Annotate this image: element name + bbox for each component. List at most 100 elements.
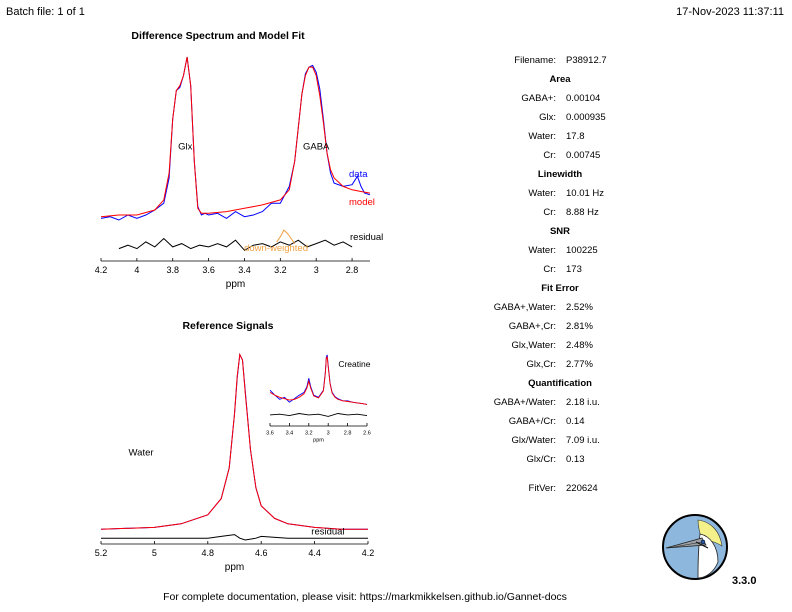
info-row-label: Filename: xyxy=(514,55,556,66)
info-row-value: 0.000935 xyxy=(566,112,606,123)
difference-spectrum-title: Difference Spectrum and Model Fit xyxy=(131,30,305,42)
info-row-label: GABA+/Cr: xyxy=(508,416,556,427)
info-row: Water: 100225 xyxy=(440,245,680,259)
creatine-x-tick-label: 3 xyxy=(327,431,330,437)
footer-docs-link-text: For complete documentation, please visit… xyxy=(163,591,567,603)
creatine-x-axis-label: ppm xyxy=(313,438,324,444)
info-row-value: 10.01 Hz xyxy=(566,188,605,199)
info-row-label: FitVer: xyxy=(528,483,556,494)
creatine-annotation: Creatine xyxy=(338,359,370,369)
diff-x-tick-label: 3.2 xyxy=(274,265,287,275)
creatine-plot: 3.6 3.4 3.2 3 2.8 2.6 ppm Creatine xyxy=(266,354,371,444)
info-row-label: GABA+: xyxy=(521,93,556,104)
info-row: Water: 17.8 xyxy=(440,131,680,145)
diff-x-tick-label: 2.8 xyxy=(346,265,359,275)
reference-signals-title: Reference Signals xyxy=(182,320,274,332)
info-row-value: 2.48% xyxy=(566,340,593,351)
diff-label-down-weighted: down-weighted xyxy=(244,243,308,254)
batch-label: Batch file: 1 of 1 xyxy=(6,6,85,18)
info-row-label: GABA+/Water: xyxy=(493,397,556,408)
diff-label-data: data xyxy=(349,169,368,180)
diff-x-tick-label: 3 xyxy=(314,265,319,275)
info-row: Cr: 0.00745 xyxy=(440,150,680,164)
water-plot: 5.2 5 4.8 4.6 4.4 4.2 ppm Water residual xyxy=(95,352,374,573)
info-row-value: P38912.7 xyxy=(566,55,607,66)
info-row: Glx/Water: 7.09 i.u. xyxy=(440,435,680,449)
info-row-value: 2.77% xyxy=(566,359,593,370)
creatine-x-tick-label: 2.6 xyxy=(363,431,371,437)
info-section-heading: SNR xyxy=(549,226,571,237)
diff-series-residual-line xyxy=(118,237,353,251)
water-series-model-line xyxy=(100,352,368,530)
info-row: GABA+: 0.00104 xyxy=(440,93,680,107)
info-row-value: 17.8 xyxy=(566,131,585,142)
info-row-label: Cr: xyxy=(543,150,556,161)
diff-x-tick-label: 3.4 xyxy=(238,265,251,275)
info-row-value: 0.14 xyxy=(566,416,585,427)
diff-plot: 4.2 4 3.8 3.6 3.4 3.2 3 2.8 ppm data model residual… xyxy=(95,56,383,290)
info-row: FitVer: 220624 xyxy=(440,483,680,497)
info-row-label: Glx,Cr: xyxy=(526,359,556,370)
diff-x-tick-label: 3.6 xyxy=(202,265,215,275)
info-row: GABA+,Cr: 2.81% xyxy=(440,321,680,335)
info-row-value: 7.09 i.u. xyxy=(566,435,600,446)
info-row-label: Glx/Water: xyxy=(511,435,556,446)
diff-annotation: GABA xyxy=(303,141,330,152)
info-row-label: GABA+,Water: xyxy=(493,302,556,313)
info-row: Water: 10.01 Hz xyxy=(440,188,680,202)
info-row: Cr: 173 xyxy=(440,264,680,278)
info-row-value: 0.00104 xyxy=(566,93,601,104)
diff-series-data-line xyxy=(100,56,371,221)
creatine-inset: 3.6 3.4 3.2 3 2.8 2.6 ppm Creatine xyxy=(266,354,371,444)
info-row-label: Water: xyxy=(528,245,556,256)
water-x-axis-label: ppm xyxy=(225,562,244,573)
info-row: Glx,Water: 2.48% xyxy=(440,340,680,354)
info-row: Glx: 0.000935 xyxy=(440,112,680,126)
info-row: Filename: P38912.7 xyxy=(440,55,680,69)
creatine-x-tick-label: 3.6 xyxy=(266,431,274,437)
info-section-heading: Quantification xyxy=(528,378,592,389)
creatine-x-tick-label: 2.8 xyxy=(344,431,352,437)
water-x-tick-label: 4.4 xyxy=(308,548,321,558)
version-label: 3.3.0 xyxy=(732,575,757,587)
info-section-heading: Linewidth xyxy=(537,169,583,180)
gannet-bird-icon xyxy=(662,514,728,580)
info-row-value: 100225 xyxy=(566,245,598,256)
diff-series-down-weighted-line xyxy=(276,229,296,244)
info-row-label: Glx/Cr: xyxy=(526,454,556,465)
water-series-residual-line xyxy=(101,534,368,541)
diff-series-model-line xyxy=(100,56,371,218)
diff-annotation: Glx xyxy=(178,141,193,152)
info-row-value: 2.18 i.u. xyxy=(566,397,600,408)
diff-x-tick-label: 3.8 xyxy=(166,265,179,275)
water-x-tick-label: 5.2 xyxy=(95,548,108,558)
creatine-series-model-line xyxy=(269,356,368,405)
info-row-label: GABA+,Cr: xyxy=(508,321,556,332)
water-x-tick-label: 4.6 xyxy=(255,548,268,558)
info-row-label: Water: xyxy=(528,131,556,142)
water-x-tick-label: 5 xyxy=(152,548,157,558)
diff-label-model: model xyxy=(349,197,375,208)
diff-label-residual: residual xyxy=(350,232,383,243)
info-row: GABA+,Water: 2.52% xyxy=(440,302,680,316)
info-row-value: 0.00745 xyxy=(566,150,601,161)
creatine-x-tick-label: 3.2 xyxy=(305,431,313,437)
diff-x-axis-label: ppm xyxy=(226,279,245,290)
creatine-series-residual-line xyxy=(269,413,368,417)
info-row-label: Glx: xyxy=(539,112,556,123)
water-series-data-line xyxy=(100,352,368,530)
info-row: GABA+/Water: 2.18 i.u. xyxy=(440,397,680,411)
info-row-label: Cr: xyxy=(543,264,556,275)
diff-x-tick-label: 4.2 xyxy=(95,265,108,275)
info-row-label: Water: xyxy=(528,188,556,199)
difference-spectrum-chart: 4.2 4 3.8 3.6 3.4 3.2 3 2.8 ppm data model residual… xyxy=(95,56,383,290)
info-row: Glx/Cr: 0.13 xyxy=(440,454,680,468)
info-row: Cr: 8.88 Hz xyxy=(440,207,680,221)
info-row-label: Cr: xyxy=(543,207,556,218)
info-row-label: Glx,Water: xyxy=(511,340,556,351)
info-row: GABA+/Cr: 0.14 xyxy=(440,416,680,430)
water-x-tick-label: 4.8 xyxy=(202,548,215,558)
gannet-logo xyxy=(660,512,730,582)
info-row-value: 2.52% xyxy=(566,302,593,313)
